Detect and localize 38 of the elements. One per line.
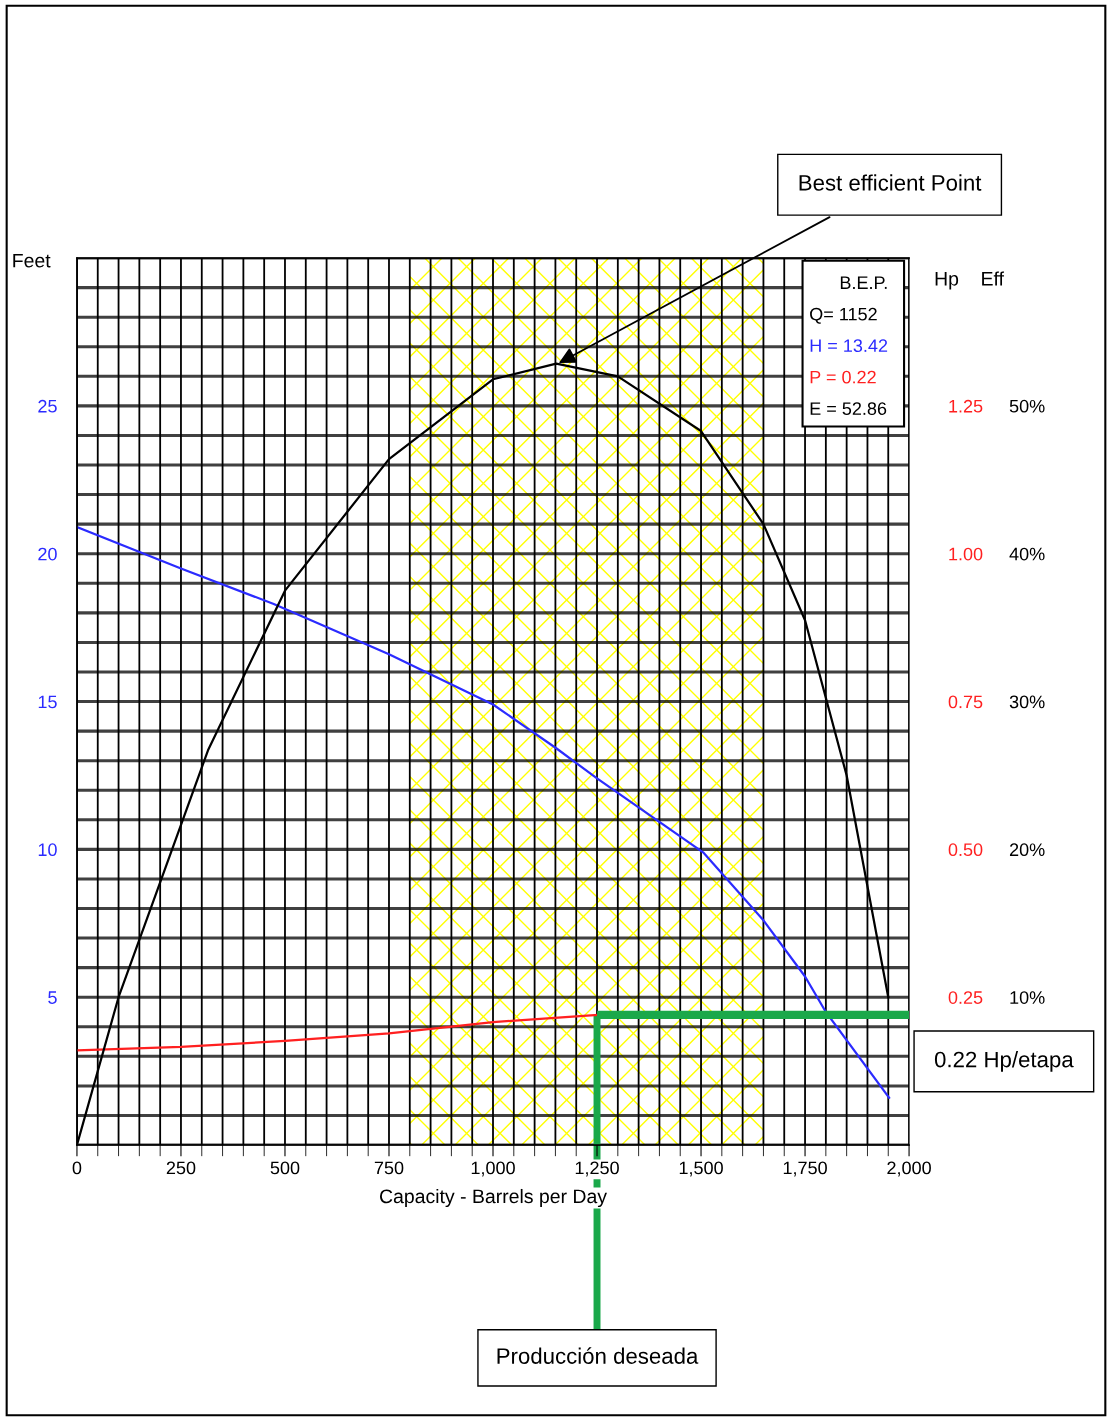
ref-line-label: 0.22 Hp/etapa [934,1051,1074,1072]
annotation: E = 52.86 [810,402,887,416]
y-tick-label: 5 [48,991,57,1004]
x-tick-label: 1,000 [471,1161,515,1177]
annotation: Q= 1152 [810,307,877,324]
y-axis-title: Feet [13,253,51,268]
line-series [76,526,891,1099]
y-tick-label: 15 [38,695,57,709]
x-tick-label: 1,250 [575,1161,619,1177]
annotation: P = 0.22 [810,370,876,384]
x-tick-label: 1,500 [679,1161,723,1177]
y-tick-label: 20 [38,547,57,561]
y3-axis-title: Eff [982,271,1005,286]
ref-line-label: Producción deseada [497,1347,699,1364]
y-tick-label: 10 [38,843,57,857]
y-tick-label: 25 [38,399,57,413]
x-tick-label: 500 [270,1161,300,1175]
y3-tick-label: 40% [1009,547,1045,561]
annotation: B.E.P. [840,276,887,289]
x-tick-label: 750 [374,1161,404,1175]
y3-tick-label: 50% [1009,399,1045,413]
y2-tick-label: 1.25 [949,399,983,413]
y3-tick-label: 10% [1010,991,1045,1004]
x-axis-title: Capacity - Barrels per Day [379,1188,607,1208]
y2-axis-title: Hp [935,272,959,290]
x-tick-label: 250 [166,1161,196,1175]
y3-tick-label: 30% [1009,695,1045,709]
y2-tick-label: 0.25 [948,991,983,1004]
x-tick-label: 1,750 [783,1161,827,1177]
y2-tick-label: 1.00 [949,547,983,561]
x-tick-label: 0 [72,1161,82,1175]
line-series [76,1013,599,1052]
y2-tick-label: 0.50 [948,843,983,857]
y2-tick-label: 0.75 [948,695,983,709]
x-tick-label: 2,000 [887,1161,931,1177]
annotation: H = 13.42 [810,339,888,353]
annotation: Best efficient Point [799,174,982,191]
y3-tick-label: 20% [1009,843,1045,857]
